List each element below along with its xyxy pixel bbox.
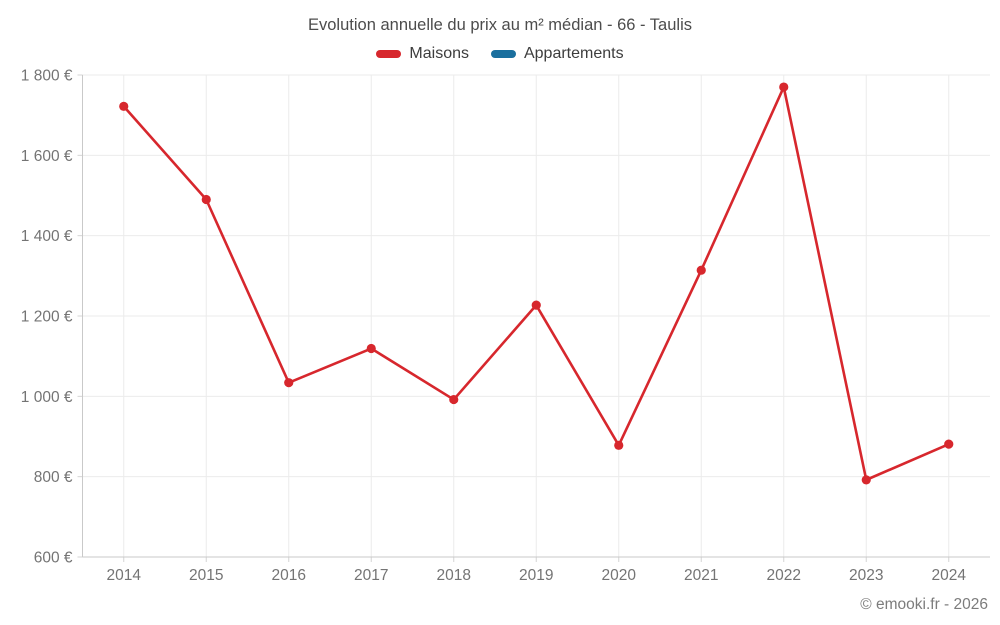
x-axis-label: 2017 <box>354 567 388 584</box>
legend-item-appartements[interactable]: Appartements <box>490 45 624 63</box>
data-point-maisons-2018[interactable] <box>449 394 459 405</box>
data-point-maisons-2017[interactable] <box>366 343 376 354</box>
data-point-maisons-2020[interactable] <box>614 440 624 450</box>
x-axis-label: 2018 <box>437 567 471 584</box>
x-axis-label: 2023 <box>849 567 883 584</box>
data-point-maisons-2023[interactable] <box>861 475 871 485</box>
y-axis-label: 1 800 € <box>21 68 73 85</box>
data-point-maisons-2021[interactable] <box>696 265 706 275</box>
data-point-maisons-2014[interactable] <box>119 101 129 111</box>
y-axis-label: 800 € <box>34 469 73 486</box>
legend: Maisons Appartements <box>0 45 1000 63</box>
y-axis-label: 600 € <box>34 550 73 567</box>
x-axis-label: 2014 <box>107 567 142 584</box>
data-point-maisons-2019[interactable] <box>531 300 541 310</box>
y-axis-label: 1 200 € <box>21 309 73 326</box>
y-axis-label: 1 600 € <box>21 148 73 165</box>
data-point-maisons-2016[interactable] <box>284 378 294 388</box>
data-point-maisons-2022[interactable] <box>779 82 789 92</box>
legend-label-maisons: Maisons <box>409 45 469 62</box>
x-axis-label: 2015 <box>189 567 223 584</box>
maisons-series-swatch-icon <box>376 50 402 58</box>
x-axis-label: 2020 <box>602 567 637 584</box>
x-axis-label: 2022 <box>767 567 801 584</box>
x-axis-label: 2019 <box>519 567 553 584</box>
x-axis-label: 2016 <box>272 567 306 584</box>
legend-label-appartements: Appartements <box>523 45 624 62</box>
data-point-maisons-2024[interactable] <box>944 439 954 449</box>
chart-title: Evolution annuelle du prix au m² médian … <box>308 16 692 34</box>
y-axis-label: 1 000 € <box>21 389 73 406</box>
credit-text: © emooki.fr - 2026 <box>860 596 988 613</box>
x-axis-label: 2024 <box>932 567 967 584</box>
legend-item-maisons[interactable]: Maisons <box>376 45 469 63</box>
appartements-series-swatch-icon <box>490 50 516 58</box>
data-point-maisons-2015[interactable] <box>201 194 211 205</box>
y-axis-label: 1 400 € <box>21 228 73 245</box>
x-axis-label: 2021 <box>684 567 718 584</box>
